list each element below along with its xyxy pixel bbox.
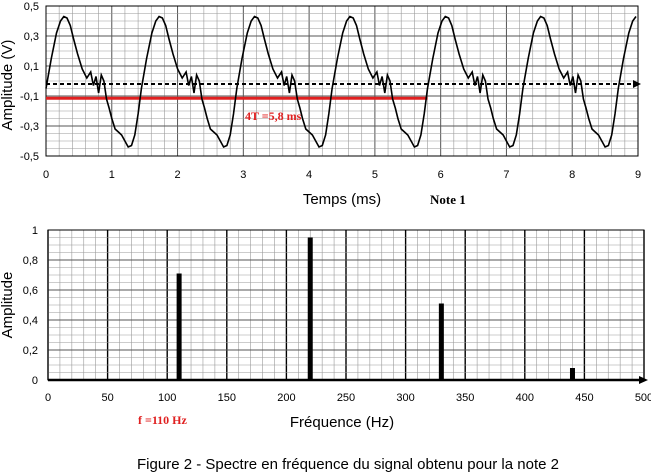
y-tick-label: -0,1 [20,91,39,103]
x-tick-label: 100 [158,392,176,404]
figure-caption: Figure 2 - Spectre en fréquence du signa… [137,456,559,473]
y-tick-label: 0,4 [23,315,38,327]
y-tick-label: 0,1 [24,61,39,73]
y-tick-label: 0,8 [23,255,38,267]
time-chart-grid [45,5,639,157]
x-tick-label: 300 [396,392,414,404]
spectrum-bar [176,273,182,380]
x-tick-label: 2 [174,169,180,181]
x-tick-label: 200 [277,392,295,404]
x-tick-label: 9 [635,169,641,181]
x-tick-label: 250 [337,392,355,404]
y-tick-label: 1 [32,225,38,237]
x-tick-label: 1 [109,169,115,181]
y-tick-label: 0,5 [24,1,39,13]
y-tick-label: 0,2 [23,345,38,357]
time-chart-xlabel: Temps (ms) [303,191,381,208]
x-tick-label: 150 [218,392,236,404]
waveform-line [45,15,637,149]
y-tick-label: 0,3 [24,31,39,43]
x-tick-label: 4 [306,169,312,181]
spectrum-chart-tick-labels: 0 50 100 150 200 250 300 350 400 450 500 0 0,2 0,4 0,6… [23,225,651,404]
frequency-axis-arrow [639,376,648,384]
time-axis-arrow [633,80,641,88]
x-tick-label: 50 [101,392,113,404]
spectrum-chart-grid [47,229,645,381]
frequency-annotation: f =110 Hz [138,413,188,427]
spectrum-bar [438,303,444,380]
spectrum-bar [307,237,313,380]
note-label: Note 1 [430,192,466,207]
period-annotation: 4T =5,8 ms [245,109,302,123]
spectrum-bar [569,368,575,380]
spectrum-chart: 0 50 100 150 200 250 300 350 400 450 500 0 0,2 0,4 0,6… [0,225,651,431]
time-chart-ylabel: Amplitude (V) [0,40,16,131]
y-tick-label: -0,3 [20,121,39,133]
time-chart-tick-labels: 0 1 2 3 4 5 6 7 8 9 -0,5 -0,3 -0,1 0,1 0,3 0,5 [20,1,641,181]
x-tick-label: 0 [45,392,51,404]
spectrum-chart-xlabel: Fréquence (Hz) [290,414,394,431]
time-chart: 0 1 2 3 4 5 6 7 8 9 -0,5 -0,3 -0,1 0,1 0,3 0,5 Amplitud… [0,1,641,208]
x-tick-label: 7 [503,169,509,181]
x-tick-label: 3 [240,169,246,181]
plot-frame [45,5,639,157]
x-tick-label: 350 [456,392,474,404]
time-chart-marks [45,15,641,149]
x-tick-label: 400 [516,392,534,404]
y-tick-label: -0,5 [20,151,39,163]
spectrum-chart-marks [48,237,648,384]
spectrum-chart-ylabel: Amplitude [0,272,16,339]
x-tick-label: 5 [372,169,378,181]
y-tick-label: 0 [32,375,38,387]
x-tick-label: 8 [569,169,575,181]
x-tick-label: 450 [575,392,593,404]
x-tick-label: 500 [635,392,651,404]
x-tick-label: 0 [43,169,49,181]
y-tick-label: 0,6 [23,285,38,297]
x-tick-label: 6 [438,169,444,181]
